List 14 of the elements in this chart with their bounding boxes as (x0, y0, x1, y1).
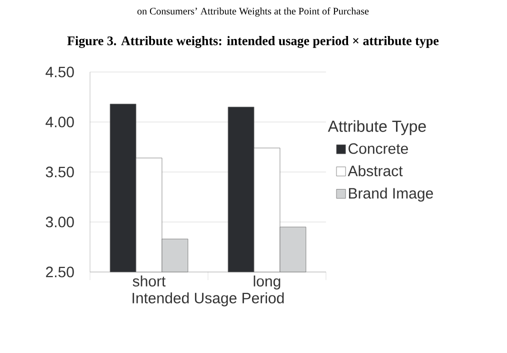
y-tick-label: 4.00 (46, 116, 74, 128)
legend-label: Concrete (348, 143, 408, 154)
legend-label: Abstract (348, 165, 403, 176)
x-tick-label: short (132, 276, 166, 287)
y-tick-label: 2.50 (46, 266, 74, 278)
x-axis-title: Intended Usage Period (132, 292, 284, 306)
x-tick-label: long (254, 276, 280, 290)
y-tick-label: 3.00 (46, 216, 74, 228)
legend-title: Attribute Type (328, 120, 426, 136)
text: on Consumers’ Attribute Weights at the Point of Purchase (137, 7, 369, 17)
y-tick-label: 4.50 (46, 66, 74, 78)
y-tick-label: 3.50 (46, 166, 74, 178)
chart-title: Figure 3. Attribute weights: intended usage period × attribute type (67, 36, 439, 48)
legend-label: Brand Image (349, 188, 433, 202)
